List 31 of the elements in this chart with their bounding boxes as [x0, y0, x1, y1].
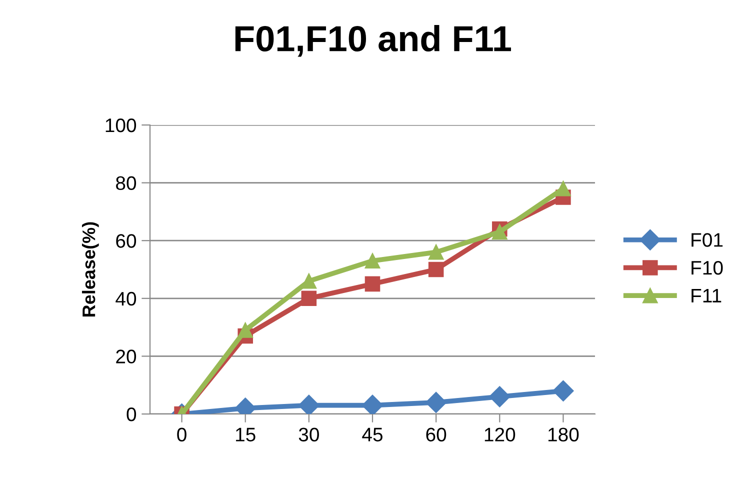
y-axis-title: Release(%) — [82, 222, 99, 316]
point — [552, 380, 574, 402]
legend-label: F01 — [692, 233, 723, 247]
point — [489, 386, 510, 408]
y-tick-label: 60 — [116, 234, 136, 248]
point — [492, 224, 508, 240]
x-tick-label: 60 — [426, 428, 446, 442]
point — [298, 394, 320, 414]
y-tick-label: 80 — [116, 176, 136, 190]
y-tick-label: 40 — [116, 292, 136, 306]
y-tick-label: 20 — [116, 350, 136, 364]
point — [428, 244, 444, 260]
point — [426, 392, 447, 413]
legend-label: F11 — [692, 289, 722, 302]
point — [238, 322, 253, 338]
x-tick-label: 45 — [362, 428, 382, 442]
x-tick-label: 0 — [177, 428, 186, 442]
y-tick-label: 100 — [106, 118, 136, 132]
chart-title: F01,F10 and F11 — [235, 25, 511, 57]
y-tick-label: 0 — [126, 407, 136, 422]
legend-label: F10 — [692, 260, 723, 275]
x-tick-label: 30 — [298, 428, 319, 442]
point — [301, 290, 317, 306]
x-tick-label: 120 — [484, 428, 516, 442]
x-tick-label: 180 — [548, 428, 579, 442]
point — [556, 180, 571, 196]
point — [364, 253, 380, 268]
point — [428, 262, 444, 278]
x-tick-label: 15 — [236, 428, 256, 442]
point — [364, 276, 380, 292]
point — [301, 273, 317, 289]
